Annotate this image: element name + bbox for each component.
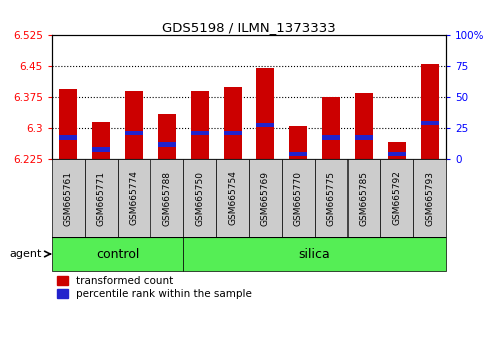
Bar xyxy=(224,131,242,135)
Text: control: control xyxy=(96,247,140,261)
Bar xyxy=(191,91,209,159)
Bar xyxy=(289,126,307,159)
Bar xyxy=(158,114,176,159)
Bar xyxy=(380,159,413,237)
Bar xyxy=(314,159,347,237)
Bar xyxy=(216,159,249,237)
Text: GSM665754: GSM665754 xyxy=(228,171,237,225)
Bar xyxy=(59,89,77,159)
Bar xyxy=(191,131,209,135)
Text: GSM665761: GSM665761 xyxy=(64,171,73,225)
Text: GSM665769: GSM665769 xyxy=(261,171,270,225)
Bar xyxy=(322,136,340,139)
Bar xyxy=(347,159,380,237)
Text: silica: silica xyxy=(299,247,330,261)
Bar xyxy=(355,136,373,139)
Bar xyxy=(322,97,340,159)
Bar xyxy=(256,122,274,127)
Bar xyxy=(388,142,406,159)
Bar xyxy=(355,93,373,159)
Text: GSM665788: GSM665788 xyxy=(162,171,171,225)
Bar xyxy=(413,159,446,237)
Title: GDS5198 / ILMN_1373333: GDS5198 / ILMN_1373333 xyxy=(162,21,336,34)
Bar xyxy=(125,91,143,159)
Text: GSM665792: GSM665792 xyxy=(392,171,401,225)
Text: GSM665774: GSM665774 xyxy=(129,171,139,225)
Text: GSM665770: GSM665770 xyxy=(294,171,303,225)
Text: GSM665793: GSM665793 xyxy=(425,171,434,225)
Bar xyxy=(184,159,216,237)
Text: GSM665771: GSM665771 xyxy=(97,171,106,225)
Bar xyxy=(421,64,439,159)
Bar xyxy=(388,152,406,156)
Bar xyxy=(59,136,77,139)
Bar xyxy=(282,159,314,237)
Bar xyxy=(151,159,184,237)
Text: GSM665785: GSM665785 xyxy=(359,171,369,225)
Text: GSM665750: GSM665750 xyxy=(195,171,204,225)
Bar xyxy=(184,237,446,271)
Bar xyxy=(289,152,307,156)
Bar xyxy=(92,147,110,152)
Bar xyxy=(224,87,242,159)
Bar xyxy=(92,122,110,159)
Bar xyxy=(85,159,118,237)
Text: agent: agent xyxy=(10,249,42,259)
Bar xyxy=(421,121,439,125)
Bar xyxy=(52,159,85,237)
Text: GSM665775: GSM665775 xyxy=(327,171,336,225)
Bar xyxy=(125,131,143,135)
Bar xyxy=(249,159,282,237)
Bar xyxy=(52,237,184,271)
Bar xyxy=(256,68,274,159)
Bar xyxy=(118,159,151,237)
Legend: transformed count, percentile rank within the sample: transformed count, percentile rank withi… xyxy=(57,276,252,299)
Bar xyxy=(158,142,176,147)
